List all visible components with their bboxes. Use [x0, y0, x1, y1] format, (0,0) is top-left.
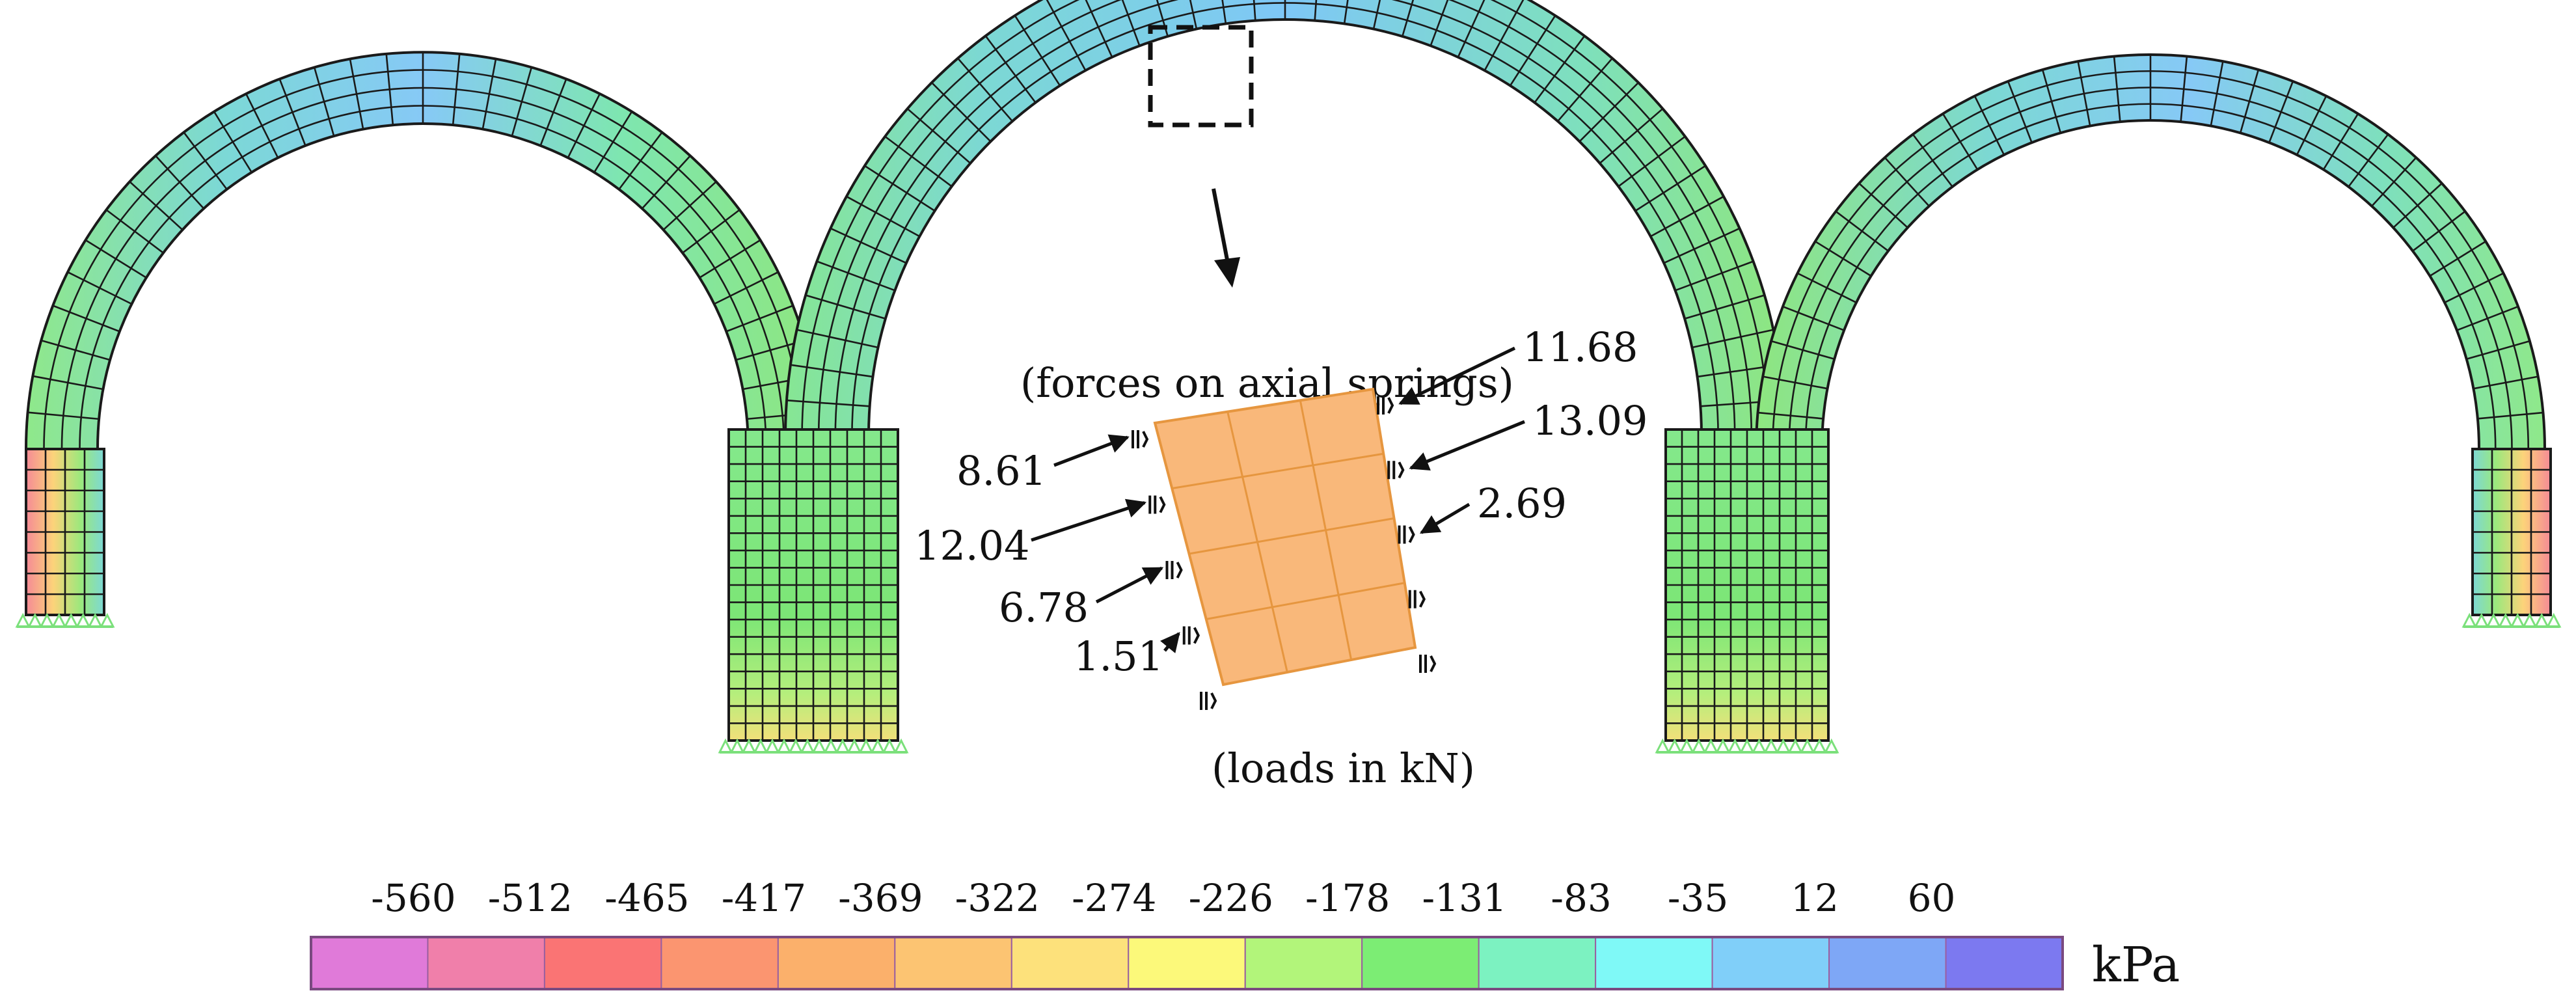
left-abutment — [25, 448, 105, 616]
force-label: 12.04 — [914, 522, 1030, 569]
spring-right-4 — [1419, 655, 1437, 673]
force-label: 13.09 — [1532, 397, 1648, 444]
spring-right-3 — [1408, 590, 1426, 608]
legend-tick: -560 — [371, 876, 455, 920]
left-arch — [24, 51, 822, 450]
legend-swatch — [1361, 936, 1480, 990]
force-arrow — [1409, 420, 1525, 470]
legend-tick: -512 — [488, 876, 573, 920]
force-arrow — [1398, 346, 1516, 405]
spring-left-2 — [1165, 561, 1183, 579]
stress-legend: -560 -512 -465 -417 -369 -322 -274 -226 -178 -131… — [310, 876, 2180, 993]
legend-swatch — [894, 936, 1012, 990]
center-arch — [783, 0, 1787, 437]
force-label: 2.69 — [1477, 480, 1567, 527]
legend-swatch — [1010, 936, 1130, 990]
legend-unit: kPa — [2092, 937, 2180, 993]
legend-tick: -369 — [838, 876, 923, 920]
left-abutment-support — [15, 612, 115, 628]
legend-swatch — [1595, 936, 1713, 990]
force-arrow — [1053, 434, 1130, 467]
spring-right-1 — [1387, 461, 1405, 480]
legend-tick: -465 — [604, 876, 689, 920]
legend-tick: 60 — [1908, 876, 1956, 920]
spring-detail: 8.61 12.04 6.781.51 11.68 13.09 2.69 — [914, 323, 1648, 710]
legend-swatch — [1828, 936, 1947, 990]
spring-left-1 — [1148, 495, 1166, 514]
force-arrow — [1419, 502, 1471, 534]
legend-tick: -417 — [722, 876, 806, 920]
spring-right-0 — [1377, 396, 1394, 415]
left-pier — [727, 428, 899, 742]
legend-tick: -178 — [1305, 876, 1390, 920]
force-arrow — [1160, 632, 1180, 653]
masonry-structure — [24, 0, 2552, 742]
force-label: 6.78 — [999, 584, 1089, 631]
legend-tick: -322 — [955, 876, 1040, 920]
loads-caption: (loads in kN) — [1212, 744, 1475, 792]
force-label: 1.51 — [1074, 633, 1163, 680]
spring-left-3 — [1182, 626, 1200, 645]
legend-tick: -274 — [1072, 876, 1156, 920]
force-label: 11.68 — [1523, 323, 1638, 371]
legend-tick: -83 — [1551, 876, 1611, 920]
legend-tick: 12 — [1791, 876, 1839, 920]
legend-tick: -35 — [1668, 876, 1728, 920]
forces-caption: (forces on axial springs) — [1020, 359, 1514, 407]
legend-swatch — [543, 936, 662, 990]
legend-swatch — [1128, 936, 1246, 990]
legend-swatch — [777, 936, 896, 990]
force-arrow — [1095, 566, 1164, 604]
legend-swatch — [1478, 936, 1597, 990]
left-pier-support — [718, 738, 909, 754]
force-label: 8.61 — [956, 447, 1046, 495]
detail-pointer-arrowhead — [1214, 257, 1240, 288]
right-abutment — [2471, 448, 2552, 616]
legend-tick: -131 — [1422, 876, 1507, 920]
spring-right-2 — [1398, 525, 1415, 544]
legend-swatch — [1711, 936, 1830, 990]
right-pier — [1664, 428, 1830, 742]
right-pier-support — [1655, 738, 1839, 754]
legend-swatch — [1244, 936, 1363, 990]
right-abutment-support — [2461, 612, 2562, 628]
legend-tick: -226 — [1189, 876, 1273, 920]
force-arrow — [1031, 498, 1147, 542]
legend-swatch — [427, 936, 545, 990]
support-markers — [15, 612, 2562, 754]
right-arch — [1754, 53, 2547, 450]
detail-selection-box — [1148, 25, 1254, 128]
legend-swatch — [310, 936, 429, 990]
legend-swatch — [660, 936, 779, 990]
spring-left-4 — [1200, 692, 1217, 710]
legend-swatch — [1945, 936, 2064, 990]
spring-left-0 — [1132, 430, 1149, 448]
